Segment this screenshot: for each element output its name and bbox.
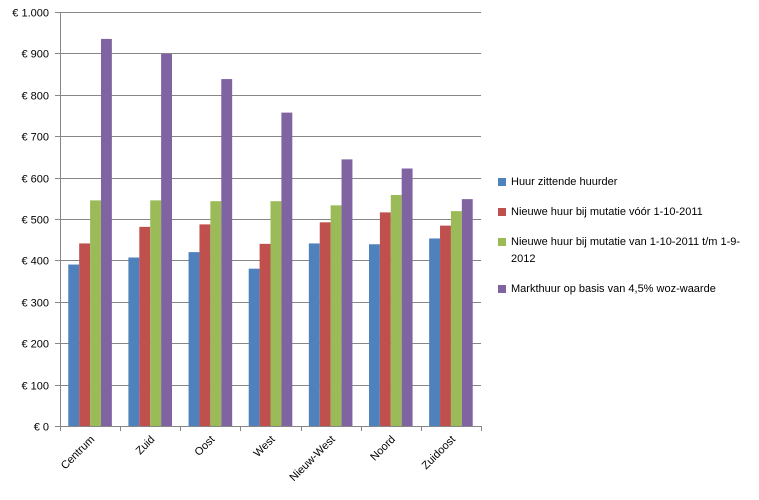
y-tick-label: € 800 xyxy=(21,91,49,103)
legend-swatch-4 xyxy=(498,285,506,293)
bar xyxy=(450,211,462,426)
x-tick-label: Zuidoost xyxy=(420,434,458,472)
legend-item-4: Markthuur op basis van 4,5% woz-waarde xyxy=(498,281,753,298)
y-tick-label: € 400 xyxy=(21,256,49,268)
legend-swatch-2 xyxy=(498,208,506,216)
bar xyxy=(368,244,380,426)
bars xyxy=(68,38,473,427)
x-axis-tick-labels: Centrum Zuid Oost West Nieuw-West Noord Zuidoo… xyxy=(59,434,458,484)
y-tick-label: € 700 xyxy=(21,132,49,144)
bar xyxy=(221,79,233,426)
bar xyxy=(319,222,331,426)
x-tick-label: West xyxy=(252,434,278,460)
x-tick-label: Noord xyxy=(368,434,398,464)
bar xyxy=(281,112,293,426)
y-tick-label: € 0 xyxy=(34,422,49,434)
legend-label-4: Markthuur op basis van 4,5% woz-waarde xyxy=(511,283,716,295)
y-tick-label: € 100 xyxy=(21,381,49,393)
bar xyxy=(308,243,320,426)
bar xyxy=(330,205,342,426)
y-tick-label: € 600 xyxy=(21,174,49,186)
bar xyxy=(440,225,451,426)
bar xyxy=(188,252,200,426)
bar xyxy=(68,264,80,426)
bar xyxy=(461,199,473,426)
y-tick-label: € 900 xyxy=(21,49,49,61)
legend: Huur zittende huurder Nieuwe huur bij mu… xyxy=(498,174,753,311)
bar xyxy=(199,224,211,426)
y-tick-label: € 1.000 xyxy=(12,8,49,20)
y-tick-label: € 200 xyxy=(21,339,49,351)
legend-item-1: Huur zittende huurder xyxy=(498,174,753,191)
bar xyxy=(139,226,151,426)
y-tick-label: € 500 xyxy=(21,215,49,227)
bar xyxy=(150,200,162,426)
legend-label-3: Nieuwe huur bij mutatie van 1-10-2011 t/… xyxy=(511,236,741,265)
x-tick-label: Zuid xyxy=(134,434,158,458)
legend-item-2: Nieuwe huur bij mutatie vóór 1-10-2011 xyxy=(498,204,753,221)
bar xyxy=(401,168,413,427)
bar xyxy=(341,159,353,426)
legend-item-3: Nieuwe huur bij mutatie van 1-10-2011 t/… xyxy=(498,234,753,268)
y-axis-tick-labels: € 0 € 100 € 200 € 300 € 400 € 500 € 600 € 700 € … xyxy=(12,8,49,434)
bar xyxy=(429,238,441,426)
bar xyxy=(79,243,91,426)
x-tick-label: Centrum xyxy=(59,434,97,472)
bar xyxy=(259,243,271,426)
bar xyxy=(161,53,173,427)
bar xyxy=(90,200,101,426)
legend-swatch-1 xyxy=(498,178,506,186)
bar xyxy=(210,201,222,426)
legend-label-2: Nieuwe huur bij mutatie vóór 1-10-2011 xyxy=(511,206,703,218)
bar xyxy=(128,257,140,426)
legend-swatch-3 xyxy=(498,238,506,246)
axes xyxy=(55,12,482,431)
x-tick-label: Oost xyxy=(193,434,218,459)
bar xyxy=(100,38,112,426)
bar xyxy=(390,194,402,426)
legend-label-1: Huur zittende huurder xyxy=(511,176,618,188)
bar xyxy=(379,212,391,426)
bar xyxy=(270,201,282,426)
y-tick-label: € 300 xyxy=(21,298,49,310)
bar xyxy=(248,268,260,426)
x-tick-label: Nieuw-West xyxy=(287,434,337,484)
